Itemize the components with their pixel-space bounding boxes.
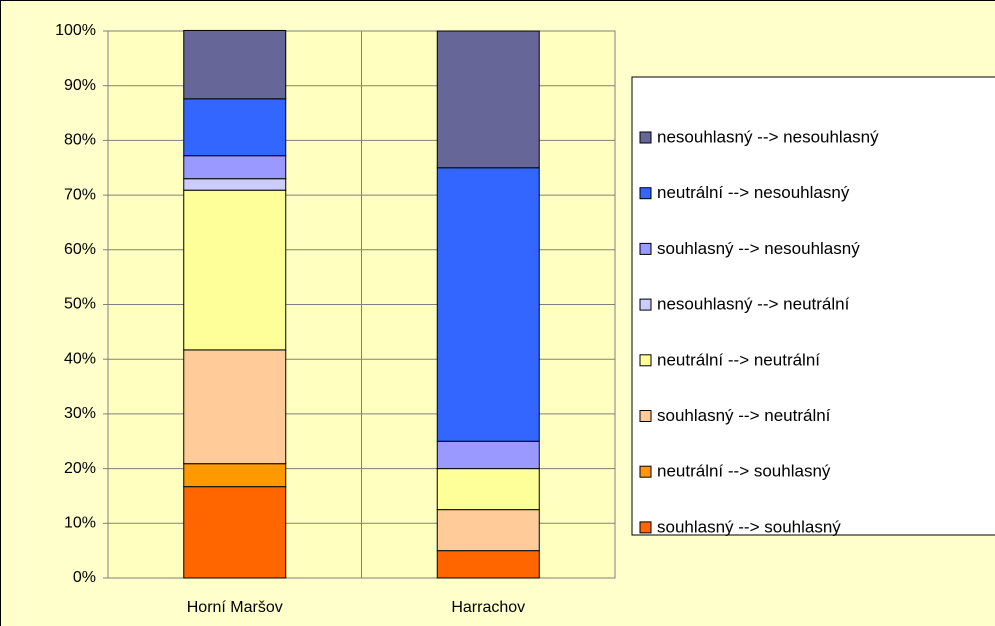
- legend-swatch: [639, 131, 652, 144]
- legend-label: nesouhlasný --> nesouhlasný: [657, 127, 879, 146]
- bar-segment: [183, 463, 287, 488]
- legend-label: souhlasný --> souhlasný: [657, 517, 841, 536]
- legend-label: nesouhlasný --> neutrální: [657, 295, 850, 314]
- y-tick-label: 10%: [64, 515, 96, 532]
- bar-segment: [436, 509, 540, 552]
- legend-label: neutrální --> nesouhlasný: [657, 183, 850, 202]
- bar-segment: [183, 189, 287, 351]
- legend-swatch: [639, 242, 652, 255]
- y-tick-label: 30%: [64, 405, 96, 422]
- y-tick-label: 20%: [64, 460, 96, 477]
- x-tick-label: Harrachov: [451, 599, 525, 616]
- bar-segment: [183, 349, 287, 465]
- legend-swatch: [639, 521, 652, 534]
- y-tick-label: 50%: [64, 296, 96, 313]
- bar-segment: [183, 486, 287, 579]
- legend-swatch: [639, 187, 652, 200]
- bar-segment: [183, 178, 287, 191]
- bar-segment: [436, 440, 540, 470]
- legend-swatch: [639, 410, 652, 422]
- legend-swatch: [639, 298, 652, 311]
- y-tick-label: 40%: [64, 350, 96, 367]
- bar-segment: [183, 29, 287, 100]
- bar-segment: [436, 30, 540, 169]
- y-tick-label: 60%: [64, 241, 96, 258]
- bar-segment: [436, 468, 540, 511]
- legend-label: neutrální --> souhlasný: [657, 462, 831, 481]
- y-tick-label: 90%: [64, 77, 96, 94]
- y-tick-label: 100%: [55, 22, 96, 39]
- legend-swatch: [639, 465, 652, 478]
- legend-label: souhlasný --> neutrální: [657, 406, 831, 425]
- bar-segment: [436, 167, 540, 442]
- legend-box: [631, 76, 995, 536]
- legend-swatch: [639, 354, 652, 367]
- bar-segment: [436, 550, 540, 579]
- legend-label: souhlasný --> nesouhlasný: [657, 239, 860, 258]
- y-tick-label: 0%: [73, 569, 96, 586]
- bar-segment: [183, 155, 287, 180]
- y-tick-label: 70%: [64, 186, 96, 203]
- x-tick-label: Horní Maršov: [187, 599, 283, 616]
- y-tick-label: 80%: [64, 132, 96, 149]
- bar-segment: [183, 98, 287, 157]
- legend-label: neutrální --> neutrální: [657, 350, 820, 369]
